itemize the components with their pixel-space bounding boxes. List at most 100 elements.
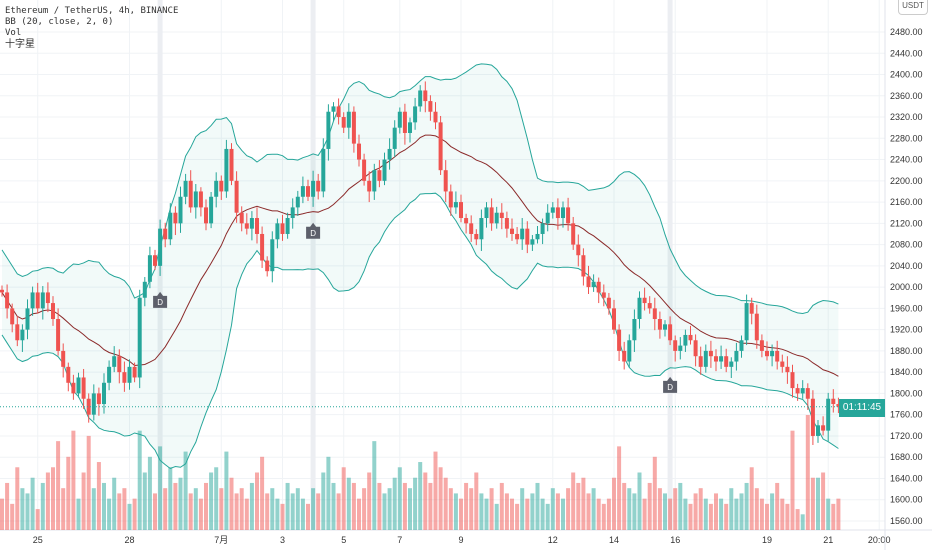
candle: [229, 143, 234, 186]
x-tick-label: 14: [609, 535, 619, 545]
volume-bar: [668, 498, 673, 530]
candle: [362, 153, 367, 186]
volume-bar: [362, 488, 367, 530]
y-tick-label: 1640.00: [890, 473, 923, 483]
volume-bar: [831, 503, 836, 530]
y-tick-label: 2240.00: [890, 155, 923, 165]
volume-bar: [555, 493, 560, 530]
candle: [214, 172, 219, 208]
candle-body: [0, 289, 4, 293]
volume-bar: [836, 498, 841, 530]
candle-body: [657, 319, 662, 330]
candle: [178, 186, 183, 233]
candle-body: [642, 297, 647, 304]
candle-body: [147, 255, 152, 282]
candle: [800, 380, 805, 399]
candle-body: [612, 308, 616, 330]
candle-body: [816, 425, 820, 436]
candle-body: [515, 233, 520, 240]
candle-body: [673, 340, 678, 351]
volume-bar: [816, 477, 820, 530]
candle: [382, 152, 387, 186]
candle-body: [571, 223, 576, 245]
volume-bar: [341, 467, 346, 530]
candle-body: [137, 297, 142, 378]
y-tick-label: 2440.00: [890, 48, 923, 58]
candle: [290, 198, 295, 229]
candle-body: [749, 303, 754, 314]
volume-bar: [81, 472, 86, 530]
candle-body: [525, 228, 530, 245]
y-tick-label: 2000.00: [890, 282, 923, 292]
volume-bar: [224, 451, 229, 530]
candle-body: [581, 255, 586, 277]
candle-body: [224, 148, 229, 192]
symbol-title[interactable]: Ethereum / TetherUS, 4h, BINANCE: [5, 6, 179, 16]
volume-bar: [418, 462, 423, 530]
candle: [591, 274, 596, 292]
candle-body: [341, 117, 346, 128]
volume-bar: [443, 477, 448, 530]
candle-body: [448, 191, 453, 208]
candle: [734, 342, 739, 371]
candle: [300, 176, 305, 204]
candle-body: [168, 212, 173, 240]
volume-bar: [10, 503, 15, 530]
candle: [147, 246, 152, 289]
candle-body: [739, 340, 744, 351]
candle: [255, 207, 259, 244]
candle-body: [464, 218, 469, 224]
marker-flag-icon: [153, 291, 168, 308]
candle-body: [316, 180, 321, 192]
volume-bar: [581, 477, 586, 530]
candle-body: [285, 218, 290, 234]
candle: [775, 340, 780, 370]
y-tick-label: 1680.00: [890, 452, 923, 462]
volume-bar: [765, 503, 769, 530]
volume-bar: [102, 482, 106, 530]
volume-bar: [540, 498, 545, 530]
volume-bar: [260, 456, 265, 530]
x-tick-label: 12: [548, 535, 558, 545]
volume-bar: [158, 446, 163, 530]
candle-body: [433, 111, 438, 123]
candle: [759, 334, 764, 358]
volume-bar: [479, 493, 484, 530]
candle: [484, 202, 489, 228]
currency-button[interactable]: USDT: [898, 0, 928, 15]
volume-bar: [336, 493, 341, 530]
candle-body: [331, 106, 336, 112]
candle: [346, 103, 351, 139]
candle: [612, 299, 616, 334]
volume-bar: [326, 456, 331, 530]
volume-bar: [137, 430, 142, 530]
candle: [469, 215, 474, 242]
candle-body: [234, 180, 239, 213]
volume-bar: [285, 482, 290, 530]
bb-indicator-label[interactable]: BB (20, close, 2, 0): [5, 17, 114, 27]
candle-body: [688, 334, 693, 341]
volume-bar: [397, 467, 402, 530]
candle: [408, 117, 412, 143]
volume-bar: [265, 493, 270, 530]
candle-body: [122, 372, 127, 383]
session-highlight: [667, 0, 673, 530]
volume-bar: [780, 498, 785, 530]
volume-bar: [178, 477, 183, 530]
candle: [25, 299, 30, 340]
volume-bar: [438, 467, 443, 530]
candle: [453, 191, 458, 214]
candle-body: [76, 377, 81, 394]
volume-bar: [800, 514, 805, 530]
candle: [586, 265, 591, 295]
volume-indicator-label[interactable]: Vol: [5, 28, 22, 38]
candle-body: [402, 111, 407, 133]
y-tick-label: 1880.00: [890, 346, 923, 356]
candle-body: [479, 218, 484, 240]
y-tick-label: 2040.00: [890, 261, 923, 271]
candle: [249, 211, 254, 241]
candle-body: [418, 90, 423, 107]
candle-body: [163, 228, 168, 240]
doji-indicator-label[interactable]: 十字星: [5, 39, 35, 50]
